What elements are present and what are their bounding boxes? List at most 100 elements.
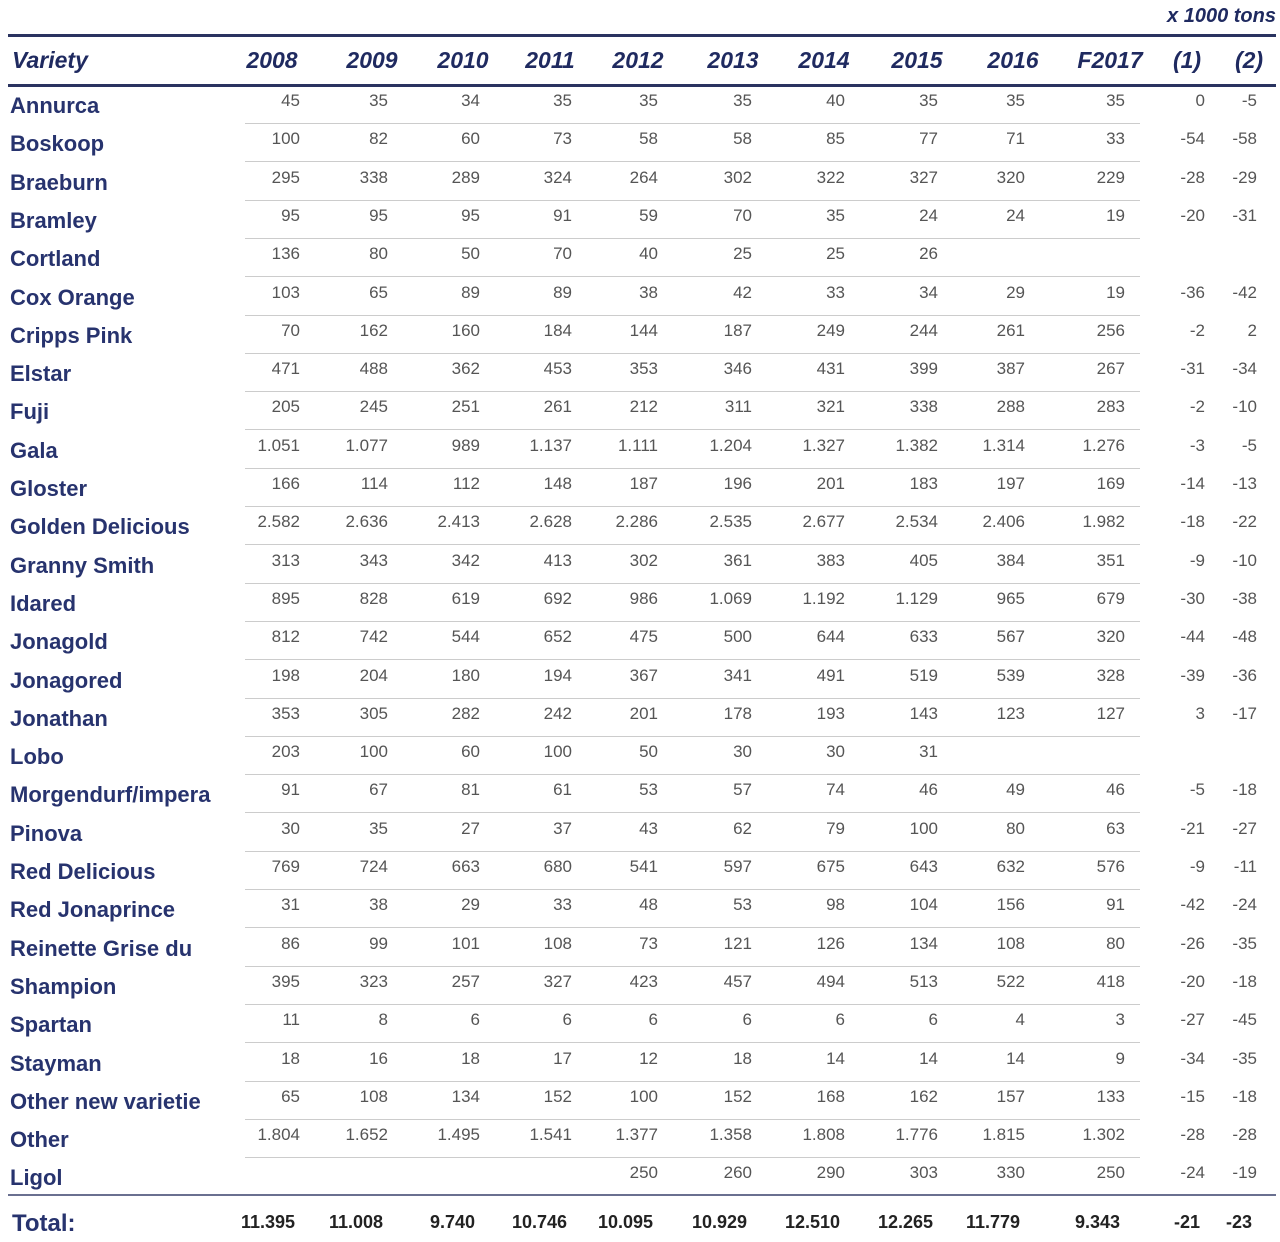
variety-name: Elstar xyxy=(10,361,72,387)
cell-value: 724 xyxy=(359,857,388,876)
cell-value: 1.129 xyxy=(895,588,938,608)
cell-value: -2 xyxy=(1189,397,1205,417)
cell-value: -27 xyxy=(1180,1010,1205,1030)
cell-value: 488 xyxy=(359,359,388,379)
cell-value: 597 xyxy=(723,857,752,876)
column-header: 2008 xyxy=(246,47,298,73)
cell-value: 193 xyxy=(816,703,845,723)
cell-value: -10 xyxy=(1232,550,1257,570)
cell-value: 70 xyxy=(281,320,300,340)
cell-value: 522 xyxy=(996,971,1025,991)
cell-value: 95 xyxy=(461,205,480,225)
cell-value: -18 xyxy=(1232,780,1257,800)
column-header: 2015 xyxy=(891,47,943,73)
variety-name: Other new varietie xyxy=(10,1088,201,1114)
variety-name: Bramley xyxy=(10,207,97,233)
cell-value: -34 xyxy=(1180,1048,1205,1068)
cell-value: 1.051 xyxy=(257,435,300,455)
cell-value: -31 xyxy=(1232,205,1257,225)
cell-value: 302 xyxy=(629,550,658,570)
cell-value: 46 xyxy=(1106,780,1125,800)
cell-value: 100 xyxy=(909,818,938,838)
cell-value: 6 xyxy=(470,1010,480,1030)
cell-value: 35 xyxy=(733,91,752,110)
cell-value: 49 xyxy=(1006,780,1025,800)
cell-value: 313 xyxy=(271,550,300,570)
row-separator xyxy=(245,467,1140,469)
cell-value: 431 xyxy=(816,359,845,379)
cell-value: 89 xyxy=(461,282,480,302)
total-value: 10.095 xyxy=(597,1212,653,1232)
cell-value: 644 xyxy=(816,627,845,647)
cell-value: 162 xyxy=(909,1086,938,1106)
cell-value: 183 xyxy=(909,474,938,493)
cell-value: 104 xyxy=(909,895,938,915)
column-header: Variety xyxy=(12,47,88,73)
total-label: Total: xyxy=(12,1210,76,1237)
cell-value: 680 xyxy=(543,857,572,876)
cell-value: 989 xyxy=(451,435,480,455)
cell-value: 242 xyxy=(543,703,572,723)
cell-value: 475 xyxy=(629,627,658,647)
row-separator xyxy=(245,697,1140,699)
row-separator xyxy=(245,850,1140,852)
cell-value: 156 xyxy=(996,895,1025,915)
cell-value: -28 xyxy=(1232,1125,1257,1145)
cell-value: 12 xyxy=(639,1048,658,1068)
cell-value: 196 xyxy=(723,474,752,493)
cell-value: 50 xyxy=(639,742,658,762)
cell-value: 423 xyxy=(629,971,658,991)
cell-value: 31 xyxy=(281,895,300,915)
cell-value: 53 xyxy=(733,895,752,915)
cell-value: 108 xyxy=(543,933,572,953)
variety-name: Annurca xyxy=(10,93,100,118)
cell-value: 1.069 xyxy=(709,588,752,608)
cell-value: 198 xyxy=(271,665,300,685)
cell-value: 160 xyxy=(451,320,480,340)
cell-value: -5 xyxy=(1189,780,1205,800)
cell-value: 6 xyxy=(928,1010,938,1030)
cell-value: 65 xyxy=(369,282,388,302)
row-separator xyxy=(245,1003,1140,1005)
variety-name: Cox Orange xyxy=(10,284,135,310)
cell-value: 1.495 xyxy=(437,1125,480,1145)
cell-value: 1.204 xyxy=(709,435,752,455)
cell-value: 134 xyxy=(451,1086,480,1106)
cell-value: 2.406 xyxy=(982,512,1025,532)
unit-label: x 1000 tons xyxy=(1167,5,1276,27)
cell-value: 500 xyxy=(723,627,752,647)
cell-value: -14 xyxy=(1180,474,1205,493)
column-header: 2016 xyxy=(987,47,1039,73)
variety-name: Reinette Grise du xyxy=(10,935,193,961)
row-separator xyxy=(245,1157,1140,1159)
cell-value: 178 xyxy=(723,703,752,723)
cell-value: 311 xyxy=(724,397,752,417)
cell-value: 34 xyxy=(919,282,938,302)
total-value: 10.929 xyxy=(691,1212,747,1232)
cell-value: 73 xyxy=(639,933,658,953)
rule xyxy=(8,84,1276,87)
cell-value: 361 xyxy=(723,550,752,570)
cell-value: -9 xyxy=(1189,550,1205,570)
cell-value: 34 xyxy=(461,91,480,110)
cell-value: -42 xyxy=(1232,282,1257,302)
cell-value: 24 xyxy=(919,205,938,225)
cell-value: 212 xyxy=(629,397,658,417)
cell-value: 91 xyxy=(553,205,572,225)
cell-value: 80 xyxy=(1106,933,1125,953)
cell-value: -11 xyxy=(1233,857,1257,876)
row-separator xyxy=(245,276,1140,278)
cell-value: 25 xyxy=(826,244,845,264)
cell-value: 1.808 xyxy=(802,1125,845,1145)
cell-value: 82 xyxy=(369,129,388,149)
cell-value: 491 xyxy=(816,665,845,685)
variety-name: Cortland xyxy=(10,246,101,272)
cell-value: 80 xyxy=(369,244,388,264)
total-value: -23 xyxy=(1225,1212,1252,1232)
cell-value: 108 xyxy=(996,933,1025,953)
row-separator xyxy=(245,889,1140,890)
cell-value: 342 xyxy=(451,550,480,570)
cell-value: -54 xyxy=(1180,129,1205,149)
cell-value: 187 xyxy=(723,320,752,340)
cell-value: -39 xyxy=(1180,665,1205,685)
